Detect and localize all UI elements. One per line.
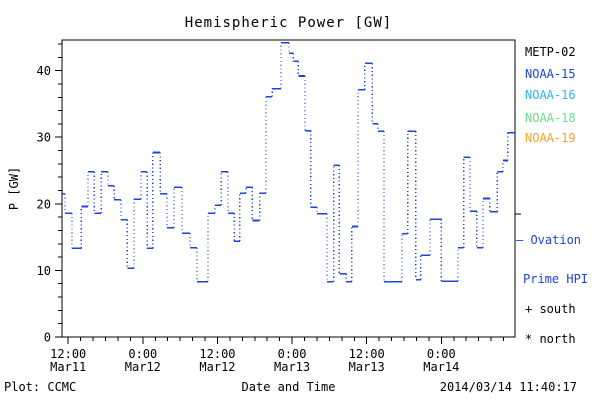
y-tick-label: 10	[37, 264, 51, 278]
legend-item-noaa18: NOAA-18	[525, 111, 576, 125]
x-tick-time-label: 12:00	[50, 347, 86, 361]
x-tick-date-label: Mar13	[349, 360, 385, 374]
y-tick-label: 20	[37, 197, 51, 211]
ovation-prime-hpi-line-legend: — Ovation Prime HPI	[516, 208, 588, 312]
y-tick-label: 40	[37, 64, 51, 78]
plot-credit: Plot: CCMC	[4, 380, 77, 394]
plot-timestamp: 2014/03/14 11:40:17	[439, 380, 577, 394]
y-tick-label: 30	[37, 131, 51, 145]
axes	[61, 39, 516, 338]
x-axis: 12:00Mar110:00Mar1212:00Mar120:00Mar1312…	[50, 337, 504, 374]
x-tick-date-label: Mar11	[50, 360, 86, 374]
x-tick-date-label: Mar14	[423, 360, 459, 374]
x-tick-date-label: Mar12	[199, 360, 235, 374]
x-axis-title: Date and Time	[241, 380, 336, 394]
hpi-step-segments	[62, 41, 515, 283]
ovation-legend-line2: Prime HPI	[523, 272, 589, 286]
legend-item-noaa16: NOAA-16	[525, 88, 576, 102]
x-tick-time-label: 0:00	[278, 347, 307, 361]
x-tick-date-label: Mar12	[125, 360, 161, 374]
hpi-dotted-connectors	[64, 42, 509, 282]
legend-item-metp02: METP-02	[525, 45, 576, 59]
y-axis-title: P [GW]	[7, 167, 21, 210]
x-tick-date-label: Mar13	[274, 360, 310, 374]
legend-item-noaa15: NOAA-15	[525, 67, 576, 81]
legend-item-noaa19: NOAA-19	[525, 131, 576, 145]
south-marker-label: + south	[525, 302, 576, 316]
x-tick-time-label: 0:00	[128, 347, 157, 361]
x-tick-time-label: 0:00	[427, 347, 456, 361]
x-tick-time-label: 12:00	[199, 347, 235, 361]
north-marker-label: * north	[525, 332, 576, 346]
ovation-legend-line1: — Ovation	[516, 233, 582, 247]
data-series-hpi	[62, 41, 515, 283]
y-axis: 0 10 20 30 40	[37, 43, 62, 345]
chart-title: Hemispheric Power [GW]	[184, 15, 393, 31]
x-tick-time-label: 12:00	[349, 347, 385, 361]
y-tick-label: 0	[44, 331, 51, 345]
